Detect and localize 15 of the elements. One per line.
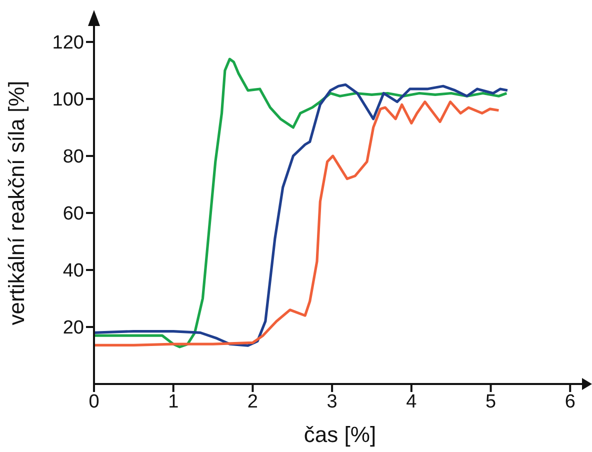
x-tick-label: 2 bbox=[247, 391, 258, 412]
x-tick-label: 6 bbox=[564, 391, 576, 412]
x-axis-title: čas [%] bbox=[304, 422, 376, 447]
x-tick-label: 5 bbox=[485, 391, 496, 412]
y-tick-label: 60 bbox=[62, 204, 84, 225]
y-tick-label: 100 bbox=[52, 90, 84, 111]
x-tick-label: 0 bbox=[88, 391, 100, 412]
y-axis-title: vertikální reakční síla [%] bbox=[4, 80, 29, 326]
y-tick-label: 80 bbox=[62, 146, 84, 168]
x-tick-label: 3 bbox=[326, 391, 338, 412]
y-tick-label: 40 bbox=[62, 260, 84, 282]
x-tick-label: 1 bbox=[168, 391, 179, 412]
x-tick-label: 4 bbox=[406, 391, 418, 412]
y-tick-label: 120 bbox=[52, 32, 84, 54]
y-tick-label: 20 bbox=[62, 318, 84, 339]
